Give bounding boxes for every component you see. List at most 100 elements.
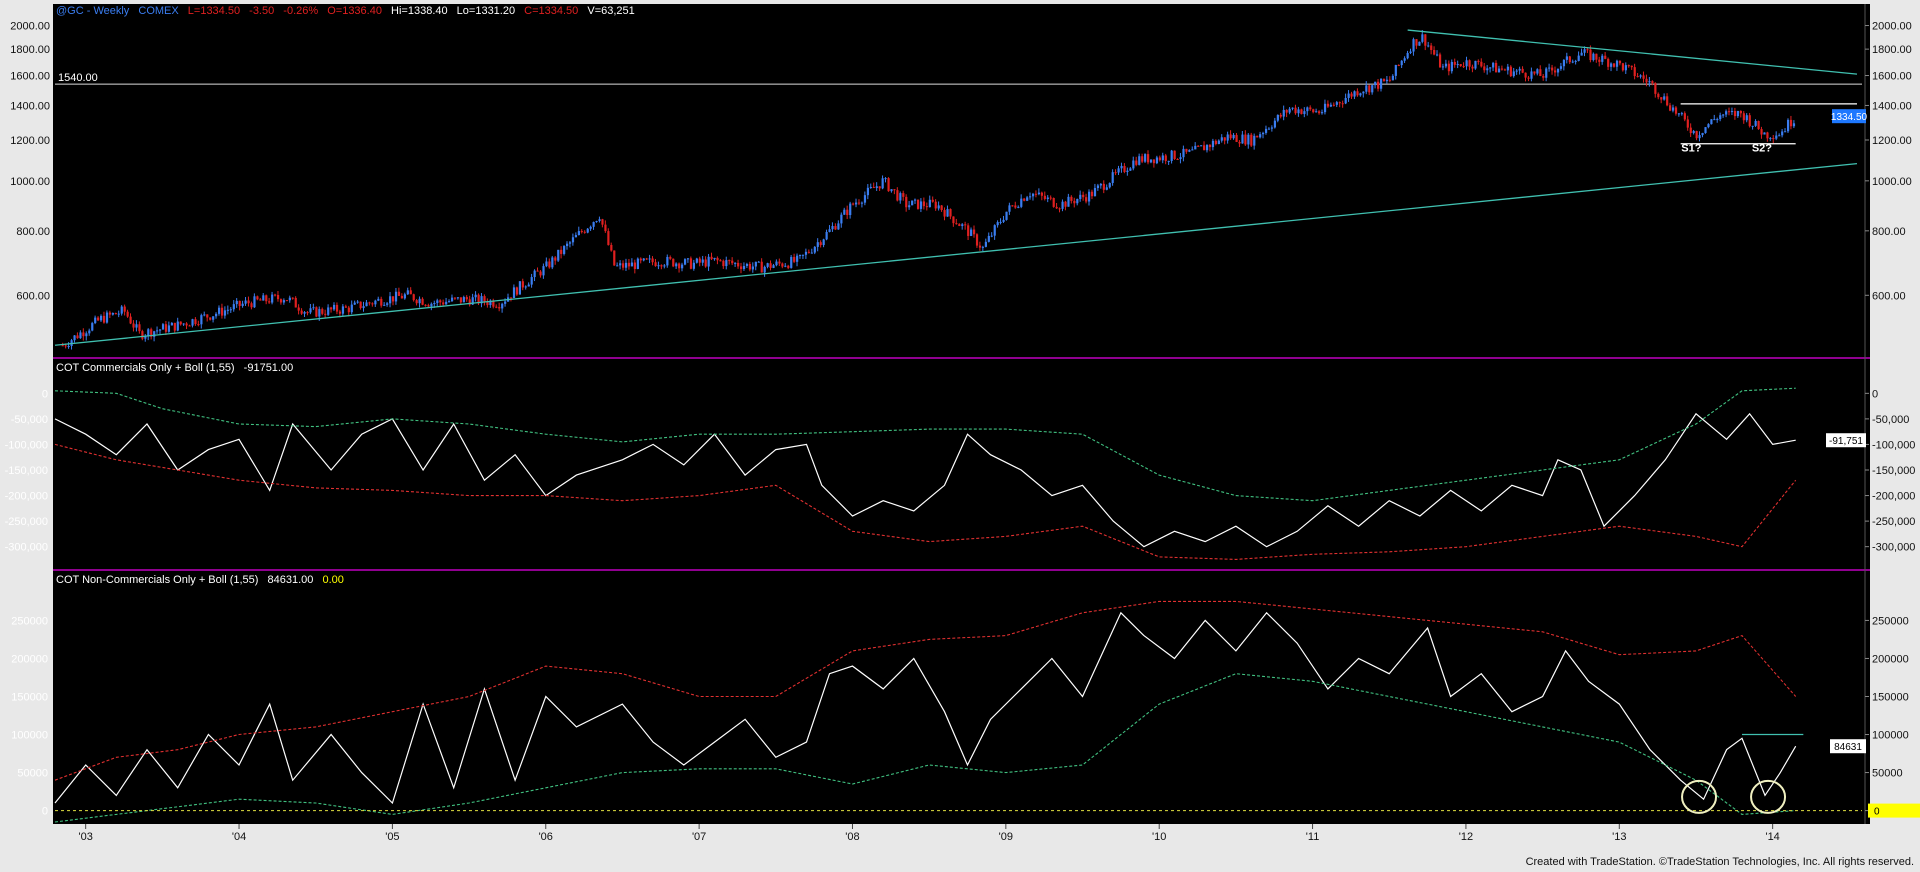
candle-body-down xyxy=(238,300,241,306)
candle-body-up xyxy=(1259,134,1262,138)
price-left-tick: 1600.00 xyxy=(10,71,50,83)
candle-body-down xyxy=(220,307,224,316)
candle-body-down xyxy=(737,262,740,267)
candle-body-up xyxy=(1515,70,1518,72)
price-left-tick: 1800.00 xyxy=(10,44,50,56)
candle-body-down xyxy=(781,263,784,267)
candle-body-down xyxy=(1468,60,1471,67)
candle-body-down xyxy=(1757,120,1760,130)
candle-body-up xyxy=(937,205,940,209)
candle-body-down xyxy=(173,322,176,331)
candle-body-up xyxy=(215,313,218,317)
candle-body-down xyxy=(678,263,681,269)
candle-body-down xyxy=(424,304,427,306)
low-label: Lo=1331.20 xyxy=(457,5,515,17)
candle-body-down xyxy=(1294,107,1297,114)
candle-body-up xyxy=(592,222,595,227)
candle-body-down xyxy=(1674,107,1678,114)
candle-body-down xyxy=(1052,197,1055,207)
candle-body-up xyxy=(73,335,76,341)
candle-body-up xyxy=(1778,135,1781,137)
horizontal-line-label: 1540.00 xyxy=(58,72,98,84)
candle-body-up xyxy=(987,235,990,242)
candle-body-down xyxy=(1686,119,1689,128)
candle-body-down xyxy=(672,258,675,267)
candle-body-up xyxy=(810,252,813,254)
candle-body-down xyxy=(1238,141,1241,144)
candle-body-down xyxy=(1666,96,1669,106)
candle-body-up xyxy=(1288,108,1291,113)
commercials-right-tick: -300,000 xyxy=(1872,542,1915,554)
candle-body-up xyxy=(1736,110,1740,117)
candle-body-down xyxy=(622,263,625,268)
candle-body-up xyxy=(167,325,171,332)
candle-body-up xyxy=(1297,109,1300,114)
candle-body-down xyxy=(1748,115,1751,127)
candle-body-down xyxy=(300,310,303,314)
candle-body-down xyxy=(256,296,259,300)
candle-body-up xyxy=(1273,120,1277,128)
candle-body-down xyxy=(179,321,182,325)
candle-body-down xyxy=(1533,71,1536,74)
commercials-left-tick: -100,000 xyxy=(5,439,48,451)
commercials-right-tick: -100,000 xyxy=(1872,439,1915,451)
candle-body-down xyxy=(368,302,371,304)
candle-body-down xyxy=(1521,68,1524,73)
candle-body-up xyxy=(1138,156,1141,165)
candle-body-up xyxy=(563,246,566,254)
candle-body-down xyxy=(731,260,734,264)
candle-body-up xyxy=(828,229,831,232)
candle-body-up xyxy=(1379,78,1383,89)
candle-body-up xyxy=(619,263,622,266)
candle-body-down xyxy=(893,189,896,191)
candle-body-down xyxy=(1651,81,1654,84)
annotation-circle xyxy=(1681,779,1718,814)
candle-body-up xyxy=(822,239,825,246)
candle-body-down xyxy=(515,287,519,295)
candle-body-up xyxy=(100,315,103,321)
candle-body-down xyxy=(486,301,489,306)
candle-body-up xyxy=(88,330,91,334)
candle-body-down xyxy=(633,262,637,269)
candle-body-up xyxy=(1220,137,1223,141)
candle-body-down xyxy=(1070,196,1073,201)
candle-body-down xyxy=(1300,109,1303,115)
candle-body-down xyxy=(297,307,300,311)
candle-body-down xyxy=(1073,200,1076,204)
candle-body-up xyxy=(1786,119,1790,132)
candle-body-up xyxy=(754,261,757,267)
candle-body-down xyxy=(1415,39,1418,46)
candle-body-up xyxy=(1359,93,1362,96)
candle-body-up xyxy=(105,312,109,323)
candle-body-up xyxy=(911,200,914,206)
candle-body-down xyxy=(1203,145,1206,151)
candle-body-up xyxy=(642,258,645,261)
candle-body-down xyxy=(439,300,442,303)
candle-body-up xyxy=(1497,68,1501,73)
x-tick-label: '10 xyxy=(1152,831,1166,843)
candle-body-up xyxy=(574,235,578,238)
candle-body-up xyxy=(586,228,589,233)
candle-body-down xyxy=(1462,66,1465,68)
candle-body-up xyxy=(636,258,639,269)
commercials-left-tick: 0 xyxy=(42,388,48,400)
candle-body-up xyxy=(156,330,159,332)
candle-body-up xyxy=(456,297,460,299)
candle-body-down xyxy=(934,201,937,209)
candle-body-up xyxy=(1226,134,1229,141)
commercials-left-tick: -50,000 xyxy=(11,414,48,426)
candle-body-down xyxy=(560,249,563,254)
candle-body-up xyxy=(271,294,274,303)
trendline-2 xyxy=(1407,29,1858,75)
candle-body-down xyxy=(64,345,67,347)
candle-body-down xyxy=(259,299,262,301)
candle-body-up xyxy=(1545,68,1548,78)
candle-body-up xyxy=(707,256,710,267)
candle-body-up xyxy=(303,312,306,314)
candle-body-down xyxy=(1766,132,1769,139)
candle-body-down xyxy=(1158,157,1161,161)
commercials-right-tick: 0 xyxy=(1872,388,1878,400)
candle-body-up xyxy=(1303,111,1306,115)
candle-body-up xyxy=(961,224,964,227)
candle-body-up xyxy=(840,214,843,224)
